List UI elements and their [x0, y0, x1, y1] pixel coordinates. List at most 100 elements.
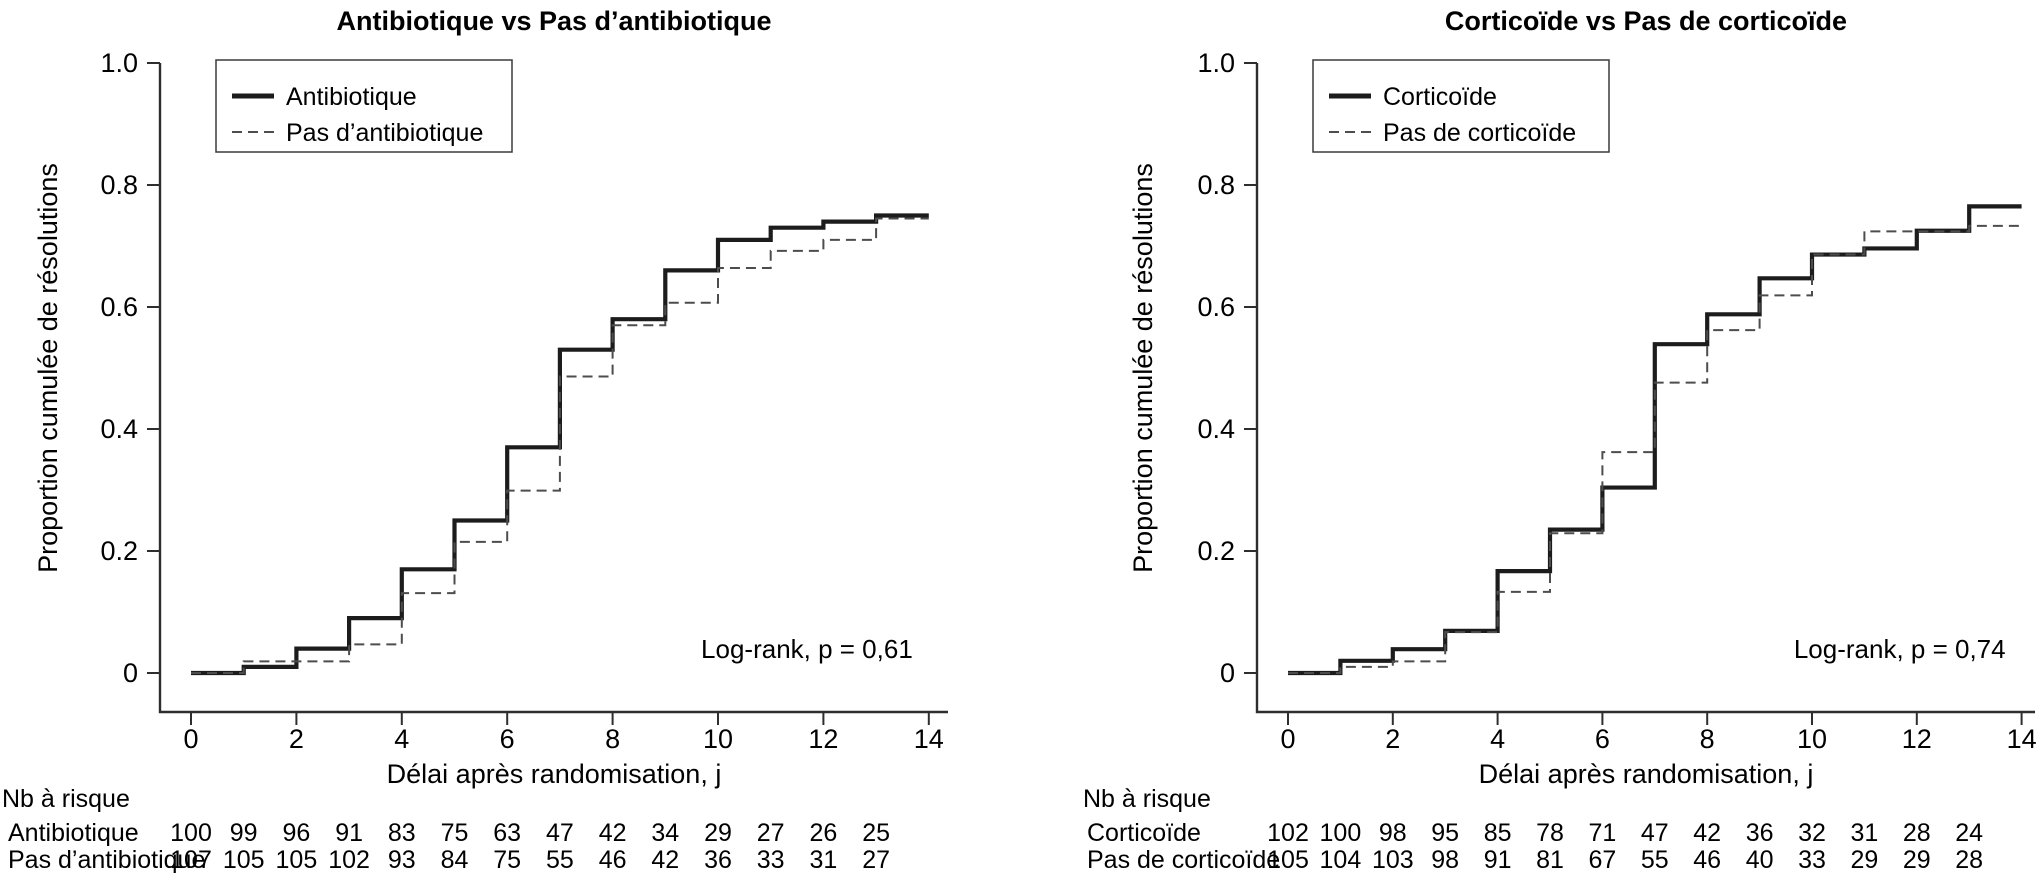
risk-count: 105: [276, 846, 318, 874]
y-tick-label: 0.6: [1197, 292, 1235, 322]
x-tick-label: 14: [914, 724, 944, 754]
risk-count: 105: [1267, 846, 1309, 874]
legend-label: Corticoïde: [1383, 83, 1497, 111]
risk-count: 31: [809, 846, 837, 874]
risk-count: 42: [651, 846, 679, 874]
x-tick-label: 12: [1902, 724, 1932, 754]
risk-count: 33: [757, 846, 785, 874]
x-tick-label: 10: [1797, 724, 1827, 754]
risk-count: 24: [1955, 819, 1983, 847]
risk-count: 46: [599, 846, 627, 874]
risk-count: 99: [230, 819, 258, 847]
y-axis-label: Proportion cumulée de résolutions: [33, 163, 63, 573]
y-tick-label: 1.0: [1197, 48, 1235, 78]
risk-count: 75: [493, 846, 521, 874]
risk-count: 96: [282, 819, 310, 847]
legend-label: Pas de corticoïde: [1383, 119, 1576, 147]
risk-count: 91: [335, 819, 363, 847]
axes: [1255, 63, 2035, 714]
risk-count: 42: [1693, 819, 1721, 847]
y-tick-label: 0.8: [100, 170, 138, 200]
risk-count: 83: [388, 819, 416, 847]
chart-title: Corticoïde vs Pas de corticoïde: [1445, 6, 1847, 36]
risk-count: 31: [1850, 819, 1878, 847]
risk-count: 46: [1693, 846, 1721, 874]
risk-count: 27: [862, 846, 890, 874]
risk-count: 28: [1903, 819, 1931, 847]
risk-count: 28: [1955, 846, 1983, 874]
x-tick-label: 0: [1280, 724, 1295, 754]
risk-count: 33: [1798, 846, 1826, 874]
risk-count: 67: [1588, 846, 1616, 874]
legend-label: Pas d’antibiotique: [286, 119, 483, 147]
risk-count: 29: [1850, 846, 1878, 874]
risk-count: 78: [1536, 819, 1564, 847]
series-dashed: [1288, 224, 2022, 674]
panel-corticoide: Corticoïde vs Pas de corticoïde 1.0 0.8 0.6…: [1021, 0, 2042, 875]
legend-box: [215, 59, 513, 153]
risk-count: 27: [757, 819, 785, 847]
risk-count: 25: [862, 819, 890, 847]
x-tick-label: 6: [500, 724, 515, 754]
risk-count: 105: [223, 846, 265, 874]
risk-count: 85: [1484, 819, 1512, 847]
risk-count: 63: [493, 819, 521, 847]
x-tick-label: 2: [1385, 724, 1400, 754]
y-tick-label: 0.8: [1197, 170, 1235, 200]
risk-count: 93: [388, 846, 416, 874]
legend-box: [1312, 59, 1610, 153]
risk-count: 75: [441, 819, 469, 847]
risk-count: 103: [1372, 846, 1414, 874]
risk-count: 36: [704, 846, 732, 874]
x-tick-label: 8: [1700, 724, 1715, 754]
y-axis-label: Proportion cumulée de résolutions: [1128, 163, 1158, 573]
x-tick-label: 14: [2007, 724, 2037, 754]
x-tick-label: 2: [289, 724, 304, 754]
axes: [158, 63, 948, 714]
legend-label: Antibiotique: [286, 83, 417, 111]
km-chart-antibiotique: Antibiotique vs Pas d’antibiotique 1.0 0.8…: [2, 6, 948, 874]
risk-count: 100: [170, 819, 212, 847]
risk-count: 95: [1431, 819, 1459, 847]
x-axis-label: Délai après randomisation, j: [1479, 759, 1814, 789]
risk-count: 55: [546, 846, 574, 874]
risk-table-header: Nb à risque: [1083, 785, 1211, 813]
risk-count: 29: [704, 819, 732, 847]
risk-count: 100: [1320, 819, 1362, 847]
risk-row-label: Pas de corticoïde: [1087, 846, 1280, 874]
risk-count: 34: [651, 819, 679, 847]
risk-count: 84: [441, 846, 469, 874]
risk-count: 36: [1746, 819, 1774, 847]
risk-count: 81: [1536, 846, 1564, 874]
risk-count: 42: [599, 819, 627, 847]
x-tick-label: 8: [605, 724, 620, 754]
risk-count: 55: [1641, 846, 1669, 874]
y-tick-label: 0: [1220, 658, 1235, 688]
risk-count: 26: [809, 819, 837, 847]
risk-count: 32: [1798, 819, 1826, 847]
x-tick-label: 4: [394, 724, 409, 754]
risk-count: 98: [1379, 819, 1407, 847]
risk-count: 47: [546, 819, 574, 847]
y-tick-label: 0.4: [100, 414, 138, 444]
risk-row-label: Pas d’antibiotique: [8, 846, 205, 874]
chart-title: Antibiotique vs Pas d’antibiotique: [336, 6, 771, 36]
x-tick-label: 12: [808, 724, 838, 754]
risk-count: 71: [1588, 819, 1616, 847]
y-tick-label: 0.4: [1197, 414, 1235, 444]
y-tick-label: 0: [123, 658, 138, 688]
risk-count: 40: [1746, 846, 1774, 874]
x-axis-label: Délai après randomisation, j: [387, 759, 722, 789]
series-solid: [1288, 204, 2022, 676]
risk-count: 98: [1431, 846, 1459, 874]
x-tick-label: 4: [1490, 724, 1505, 754]
logrank-annotation: Log-rank, p = 0,61: [701, 634, 913, 664]
y-tick-label: 0.2: [1197, 536, 1235, 566]
x-tick-label: 10: [703, 724, 733, 754]
y-tick-label: 1.0: [100, 48, 138, 78]
y-tick-label: 0.2: [100, 536, 138, 566]
risk-count: 91: [1484, 846, 1512, 874]
panel-antibiotique: Antibiotique vs Pas d’antibiotique 1.0 0.8…: [2, 6, 948, 874]
series-dashed: [191, 217, 929, 674]
